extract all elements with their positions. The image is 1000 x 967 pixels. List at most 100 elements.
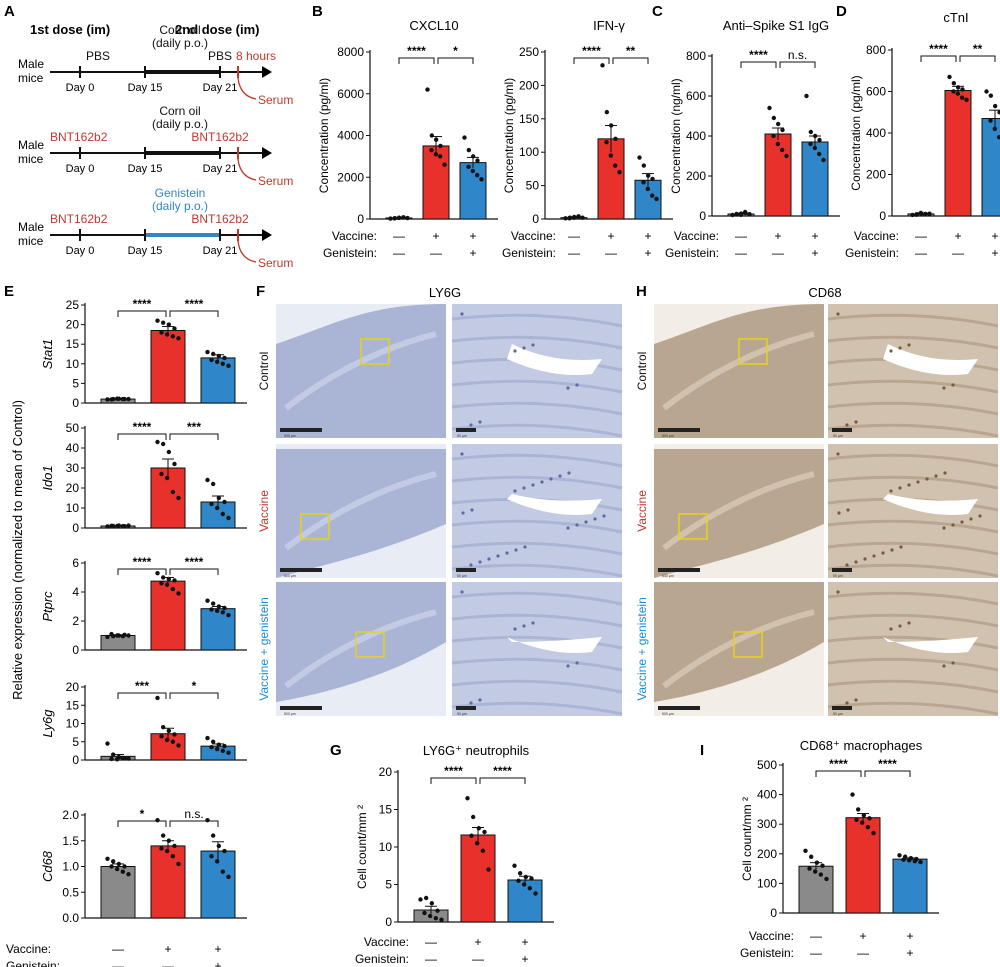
data-point bbox=[922, 211, 928, 217]
significance-label: **** bbox=[185, 297, 204, 311]
genistein-mark: + bbox=[214, 959, 221, 967]
vessel-gap bbox=[507, 494, 602, 515]
data-point bbox=[172, 843, 177, 849]
data-point bbox=[226, 874, 231, 879]
vaccine-mark: — bbox=[915, 229, 927, 243]
data-point bbox=[214, 859, 220, 864]
data-point bbox=[429, 147, 434, 153]
data-point bbox=[649, 193, 655, 198]
significance-label: **** bbox=[185, 555, 204, 569]
chart-title: IFN-γ bbox=[593, 18, 625, 33]
vaccine-mark: + bbox=[469, 229, 476, 243]
chart-b1: 0 2000 4000 6000 8000 Concentration (pg/ml) CX… bbox=[317, 18, 498, 260]
data-point bbox=[164, 582, 170, 587]
fiber-stripe bbox=[827, 453, 999, 468]
y-tick-label: 0 bbox=[699, 209, 706, 223]
stained-cell bbox=[602, 514, 606, 518]
significance-label: **** bbox=[133, 555, 152, 569]
day-label: Day 15 bbox=[128, 245, 163, 257]
stained-cell bbox=[531, 621, 535, 625]
stained-cell bbox=[889, 349, 893, 353]
y-tick-label: 50 bbox=[526, 179, 540, 193]
data-point bbox=[433, 916, 439, 921]
tissue-section bbox=[654, 304, 824, 438]
data-point bbox=[418, 897, 423, 902]
vaccine-mark: + bbox=[607, 229, 614, 243]
significance-bracket bbox=[169, 433, 219, 440]
ly6g-title: LY6G bbox=[429, 285, 461, 300]
data-point bbox=[927, 211, 932, 216]
y-axis-label: Cell count/mm ² bbox=[355, 805, 369, 889]
data-point bbox=[155, 695, 160, 701]
vaccine-row-label: Vaccine: bbox=[674, 229, 719, 243]
data-point bbox=[816, 151, 822, 157]
genistein-row-label: Genistein: bbox=[502, 246, 556, 260]
y-tick-label: 0 bbox=[879, 209, 886, 223]
second-dose-label: 2nd dose (im) bbox=[175, 22, 260, 37]
data-point bbox=[817, 137, 822, 143]
data-point bbox=[110, 859, 116, 864]
significance-label: **** bbox=[878, 757, 897, 771]
significance-bracket bbox=[437, 57, 474, 64]
fiber-stripe bbox=[451, 313, 623, 328]
fiber-stripe bbox=[451, 541, 623, 556]
treatment-label: (daily p.o.) bbox=[152, 117, 208, 131]
vaccine-row-label: Vaccine: bbox=[364, 935, 409, 949]
timeline-arrowhead bbox=[262, 147, 272, 159]
data-point bbox=[105, 397, 110, 402]
y-tick-label: 15 bbox=[379, 803, 393, 817]
treatment-label: (daily p.o.) bbox=[152, 36, 208, 50]
data-point bbox=[784, 153, 789, 159]
vaccine-mark: — bbox=[393, 229, 405, 243]
genistein-mark: — bbox=[472, 952, 484, 966]
data-point bbox=[159, 846, 164, 851]
data-point bbox=[465, 796, 470, 801]
histology-high-mag bbox=[452, 444, 622, 578]
serum-label: Serum bbox=[258, 93, 293, 107]
stained-cell bbox=[978, 514, 982, 518]
stained-cell bbox=[496, 554, 500, 558]
data-point bbox=[771, 133, 776, 139]
scale-bar bbox=[832, 568, 852, 572]
dose1-label: PBS bbox=[86, 49, 110, 63]
data-point bbox=[767, 105, 772, 111]
significance-bracket bbox=[479, 777, 526, 784]
histology-row-label: Control bbox=[257, 352, 271, 391]
data-point bbox=[429, 133, 435, 138]
data-point bbox=[405, 215, 410, 221]
tissue-fold bbox=[284, 471, 437, 551]
data-point bbox=[220, 748, 226, 754]
significance-label: * bbox=[192, 679, 197, 693]
dose1-label: BNT162b2 bbox=[50, 212, 108, 226]
stained-cell bbox=[889, 627, 893, 631]
timeline-arrowhead bbox=[262, 66, 272, 78]
data-point bbox=[222, 743, 227, 749]
scale-bar bbox=[456, 428, 476, 432]
fiber-stripe bbox=[451, 475, 623, 490]
data-point bbox=[114, 523, 120, 529]
roi-box bbox=[678, 513, 708, 540]
vaccine-mark: — bbox=[735, 229, 747, 243]
dose2-label: BNT162b2 bbox=[191, 212, 249, 226]
bar bbox=[801, 141, 829, 217]
data-point bbox=[214, 608, 220, 614]
fiber-stripe bbox=[827, 635, 999, 650]
fiber-stripe bbox=[451, 591, 623, 606]
panel-letter-g: G bbox=[330, 742, 342, 759]
scale-bar bbox=[456, 706, 476, 710]
fiber-stripe bbox=[827, 335, 999, 350]
y-tick-label: 2 bbox=[72, 614, 79, 628]
data-point bbox=[120, 755, 126, 761]
y-tick-label: 5 bbox=[72, 376, 79, 390]
data-point bbox=[423, 895, 429, 901]
histology-row-label: Vaccine bbox=[257, 490, 271, 532]
scale-bar bbox=[658, 428, 700, 432]
data-point bbox=[523, 874, 529, 880]
tissue-fold bbox=[662, 331, 815, 411]
data-point bbox=[997, 110, 1000, 115]
gene-label: Ptprc bbox=[40, 591, 55, 622]
significance-label: **** bbox=[749, 48, 768, 62]
significance-bracket bbox=[169, 310, 219, 317]
experiment-schematic: 1st dose (im) 2nd dose (im) MalemiceDay … bbox=[18, 22, 293, 270]
y-tick-label: 20 bbox=[379, 765, 393, 779]
